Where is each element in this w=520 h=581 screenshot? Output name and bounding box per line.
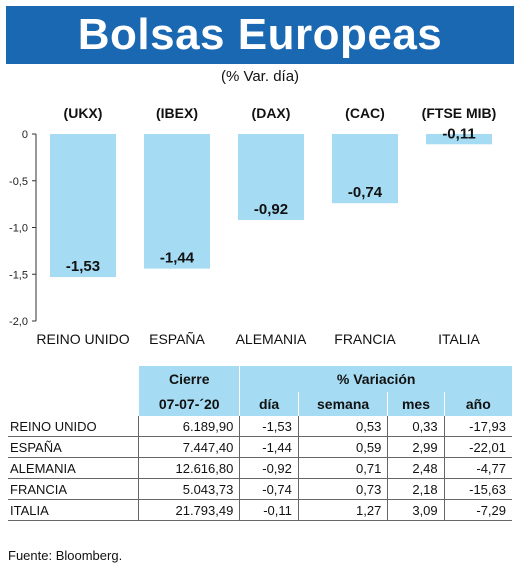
row-ano: -7,29 — [443, 499, 512, 521]
table-row: ALEMANIA 12.616,80 -0,92 0,71 2,48 -4,77 — [8, 457, 512, 479]
category-label: REINO UNIDO — [36, 331, 129, 347]
data-label: -0,92 — [254, 201, 288, 218]
table-row: FRANCIA 5.043,73 -0,74 0,73 2,18 -15,63 — [8, 478, 512, 500]
bar-chart: 0 -0,5 -1,0 -1,5 -2,0 (UKX) -1,53 REINO UNIDO (I… — [9, 105, 497, 347]
category-label: FRANCIA — [334, 331, 396, 347]
y-tick-label: -0,5 — [9, 176, 28, 188]
row-ano: -22,01 — [443, 436, 512, 458]
table-row: ESPAÑA 7.447,40 -1,44 0,59 2,99 -22,01 — [8, 436, 512, 458]
table-row: ITALIA 21.793,49 -0,11 1,27 3,09 -7,29 — [8, 499, 512, 521]
bar — [426, 134, 492, 145]
data-label: -0,11 — [442, 125, 475, 142]
row-dia: -0,11 — [239, 499, 299, 521]
row-cierre: 6.189,90 — [138, 416, 240, 437]
bar — [238, 134, 304, 221]
row-mes: 0,33 — [387, 416, 445, 437]
row-cierre: 5.043,73 — [138, 478, 240, 500]
source-note: Fuente: Bloomberg. — [8, 548, 123, 563]
row-cierre: 12.616,80 — [138, 457, 240, 479]
category-label: ITALIA — [438, 331, 480, 347]
row-mes: 2,18 — [387, 478, 445, 500]
category-label: ALEMANIA — [236, 331, 307, 347]
row-dia: -0,92 — [239, 457, 299, 479]
row-cierre: 7.447,40 — [138, 436, 240, 458]
row-name: REINO UNIDO — [8, 416, 139, 437]
table-header-empty-2 — [8, 392, 139, 416]
table-header-top: Cierre % Variación — [8, 366, 512, 392]
header-cierre: Cierre — [138, 366, 240, 392]
chart-subtitle: (% Var. día) — [220, 68, 300, 85]
row-name: FRANCIA — [8, 478, 139, 500]
row-ano: -17,93 — [443, 416, 512, 437]
index-label: (CAC) — [345, 105, 385, 121]
index-label: (DAX) — [252, 105, 291, 121]
index-label: (FTSE MIB) — [422, 105, 497, 121]
row-ano: -15,63 — [443, 478, 512, 500]
row-mes: 2,99 — [387, 436, 445, 458]
row-semana: 1,27 — [297, 499, 388, 521]
chart-title: Bolsas Europeas — [6, 6, 514, 64]
row-mes: 2,48 — [387, 457, 445, 479]
row-semana: 0,73 — [297, 478, 388, 500]
row-semana: 0,59 — [297, 436, 388, 458]
header-semana: semana — [297, 392, 388, 416]
bar — [332, 134, 398, 204]
row-cierre: 21.793,49 — [138, 499, 240, 521]
row-semana: 0,71 — [297, 457, 388, 479]
data-label: -1,53 — [66, 258, 100, 275]
data-label: -0,74 — [348, 184, 383, 201]
table-row: REINO UNIDO 6.189,90 -1,53 0,53 0,33 -17,93 — [8, 416, 512, 437]
row-dia: -1,44 — [239, 436, 299, 458]
row-semana: 0,53 — [297, 416, 388, 437]
data-label: -1,44 — [160, 250, 195, 267]
y-tick-label: -2,0 — [9, 316, 28, 328]
header-mes: mes — [387, 392, 445, 416]
header-date: 07-07-´20 — [138, 392, 240, 416]
header-variacion: % Variación — [239, 366, 512, 392]
y-tick-label: -1,0 — [9, 223, 28, 235]
category-label: ESPAÑA — [149, 331, 205, 347]
bar — [144, 134, 210, 269]
row-ano: -4,77 — [443, 457, 512, 479]
table-header-sub: 07-07-´20 día semana mes año — [8, 392, 512, 416]
y-tick-label: -1,5 — [9, 269, 28, 281]
row-mes: 3,09 — [387, 499, 445, 521]
bar — [50, 134, 116, 278]
row-name: ITALIA — [8, 499, 139, 521]
index-label: (UKX) — [64, 105, 103, 121]
y-tick-label: 0 — [22, 129, 28, 141]
row-dia: -1,53 — [239, 416, 299, 437]
row-dia: -0,74 — [239, 478, 299, 500]
index-label: (IBEX) — [156, 105, 198, 121]
table-header-empty — [8, 366, 139, 392]
stock-table: Cierre % Variación 07-07-´20 día semana … — [8, 366, 512, 521]
row-name: ALEMANIA — [8, 457, 139, 479]
row-name: ESPAÑA — [8, 436, 139, 458]
header-ano: año — [443, 392, 512, 416]
header-dia: día — [239, 392, 299, 416]
